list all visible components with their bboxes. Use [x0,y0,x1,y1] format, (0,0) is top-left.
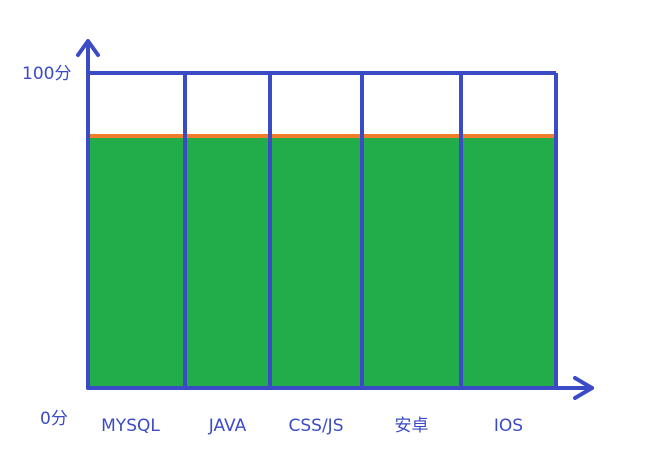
bar-5 [461,136,556,388]
bar-4 [362,136,461,388]
y-axis-arrow [76,39,100,57]
y-tick-label-max: 100分 [22,64,71,84]
category-label-4: 安卓 [395,416,429,436]
category-label-3: CSS/JS [289,416,344,436]
bar-2 [185,136,270,388]
bar-1 [88,136,185,388]
labels: 100分 0分 MYSQL JAVA CSS/JS 安卓 IOS [22,64,523,436]
category-label-2: JAVA [208,416,247,436]
category-label-5: IOS [494,416,523,436]
axes [76,39,594,400]
x-axis-arrow [573,376,594,400]
y-tick-label-min: 0分 [40,409,68,429]
bar-3 [270,136,362,388]
plot-area [86,134,558,388]
category-label-1: MYSQL [101,416,160,436]
